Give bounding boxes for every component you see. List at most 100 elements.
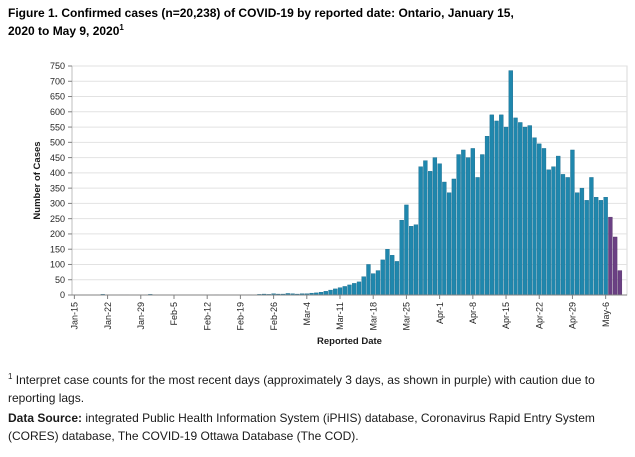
- bar: [508, 70, 513, 296]
- bar: [413, 224, 419, 296]
- y-tick-label: 550: [50, 122, 65, 132]
- bar: [532, 137, 537, 296]
- bar: [565, 177, 570, 296]
- cases-bar-chart-svg: 0 50 100 150 200 250 300 350 400 450 500 550 600 650 7…: [32, 61, 628, 347]
- x-tick-label: Jan-29: [136, 302, 146, 330]
- bar: [399, 219, 404, 296]
- y-tick-label: 600: [50, 107, 65, 117]
- bar: [437, 163, 442, 296]
- bar: [423, 160, 428, 296]
- bar: [480, 154, 485, 296]
- y-tick-label: 650: [50, 92, 65, 102]
- bar: [537, 143, 542, 296]
- bar: [409, 226, 414, 296]
- y-axis-title: Number of Cases: [32, 141, 43, 219]
- y-tick-label: 50: [55, 275, 65, 285]
- y-tick-label: 750: [50, 61, 65, 71]
- bar: [337, 287, 343, 296]
- x-tick-label: Mar-11: [335, 302, 345, 330]
- bar: [584, 200, 589, 296]
- bar: [451, 178, 457, 296]
- x-tick-label: Mar-25: [402, 302, 412, 331]
- footnote-marker: 1: [8, 372, 13, 381]
- bar: [456, 154, 461, 296]
- data-source-label: Data Source:: [8, 411, 83, 425]
- bar: [394, 261, 400, 296]
- bar: [465, 157, 471, 296]
- bar: [375, 270, 381, 296]
- footnote-text: Interpret case counts for the most recen…: [8, 373, 595, 405]
- bar: [352, 283, 357, 296]
- y-tick-label: 350: [50, 183, 65, 193]
- bar: [404, 204, 409, 296]
- bar-recent: [617, 270, 623, 296]
- figure-title-line1: Figure 1. Confirmed cases (n=20,238) of …: [8, 6, 514, 20]
- bar: [579, 187, 585, 296]
- y-tick-label: 100: [50, 260, 65, 270]
- data-source-text: integrated Public Health Information Sys…: [8, 411, 595, 443]
- y-tick-label: 500: [50, 138, 65, 148]
- bar: [499, 114, 504, 296]
- x-tick-label: Feb-19: [236, 302, 246, 331]
- x-tick-label: Mar-18: [368, 302, 378, 331]
- y-tick-label: 450: [50, 153, 65, 163]
- bar: [323, 291, 328, 296]
- x-tick-label: Jan-15: [70, 302, 80, 330]
- x-tick-label: Mar-4: [302, 302, 312, 326]
- bar: [470, 148, 475, 296]
- x-tick-label: Feb-12: [202, 302, 212, 331]
- bar: [570, 149, 575, 296]
- bar: [361, 276, 366, 296]
- bar: [575, 192, 580, 296]
- bar: [333, 288, 338, 296]
- x-tick-label: Apr-29: [568, 302, 578, 329]
- bar: [385, 248, 390, 296]
- bar: [347, 284, 352, 296]
- x-tick-label: Apr-15: [501, 302, 511, 329]
- bar: [461, 149, 466, 296]
- bar: [503, 126, 509, 296]
- x-tick-label: Apr-8: [468, 302, 478, 324]
- bar: [366, 264, 371, 296]
- bar: [513, 117, 518, 296]
- y-tick-label: 300: [50, 199, 65, 209]
- bar: [494, 120, 499, 296]
- bar: [371, 273, 376, 296]
- bar: [560, 174, 566, 296]
- x-tick-label: Feb-5: [169, 302, 179, 326]
- bar: [603, 197, 608, 296]
- figure-title-line2: 2020 to May 9, 2020: [8, 24, 120, 39]
- footnote-reference-mark: 1: [119, 23, 124, 33]
- bar: [551, 166, 556, 296]
- x-tick-label: Jan-22: [103, 302, 113, 330]
- bar: [489, 114, 494, 296]
- bar: [484, 136, 490, 296]
- data-source: Data Source: integrated Public Health In…: [8, 409, 626, 445]
- x-axis-title: Reported Date: [317, 336, 382, 347]
- footnote: 1 Interpret case counts for the most rec…: [8, 371, 632, 407]
- y-tick-label: 700: [50, 76, 65, 86]
- bar: [390, 255, 395, 296]
- bar: [328, 289, 333, 296]
- bar: [522, 126, 528, 296]
- y-tick-label: 250: [50, 214, 65, 224]
- x-tick-label: May-6: [601, 302, 611, 327]
- bar: [594, 197, 599, 296]
- bar: [541, 148, 547, 296]
- bar: [446, 192, 452, 296]
- bar: [556, 155, 561, 296]
- bar: [380, 259, 385, 296]
- bar: [589, 177, 594, 296]
- x-tick-label: Apr-22: [534, 302, 544, 329]
- bar: [527, 125, 532, 296]
- bar: [356, 281, 362, 296]
- bar: [518, 122, 523, 296]
- x-tick-label: Apr-1: [435, 302, 445, 324]
- bar: [418, 166, 423, 296]
- epi-curve-chart: 0 50 100 150 200 250 300 350 400 450 500 550 600 650 7…: [0, 54, 635, 358]
- x-tick-label: Feb-26: [269, 302, 279, 331]
- bar: [475, 177, 480, 296]
- y-tick-label: 150: [50, 244, 65, 254]
- bar: [427, 171, 433, 296]
